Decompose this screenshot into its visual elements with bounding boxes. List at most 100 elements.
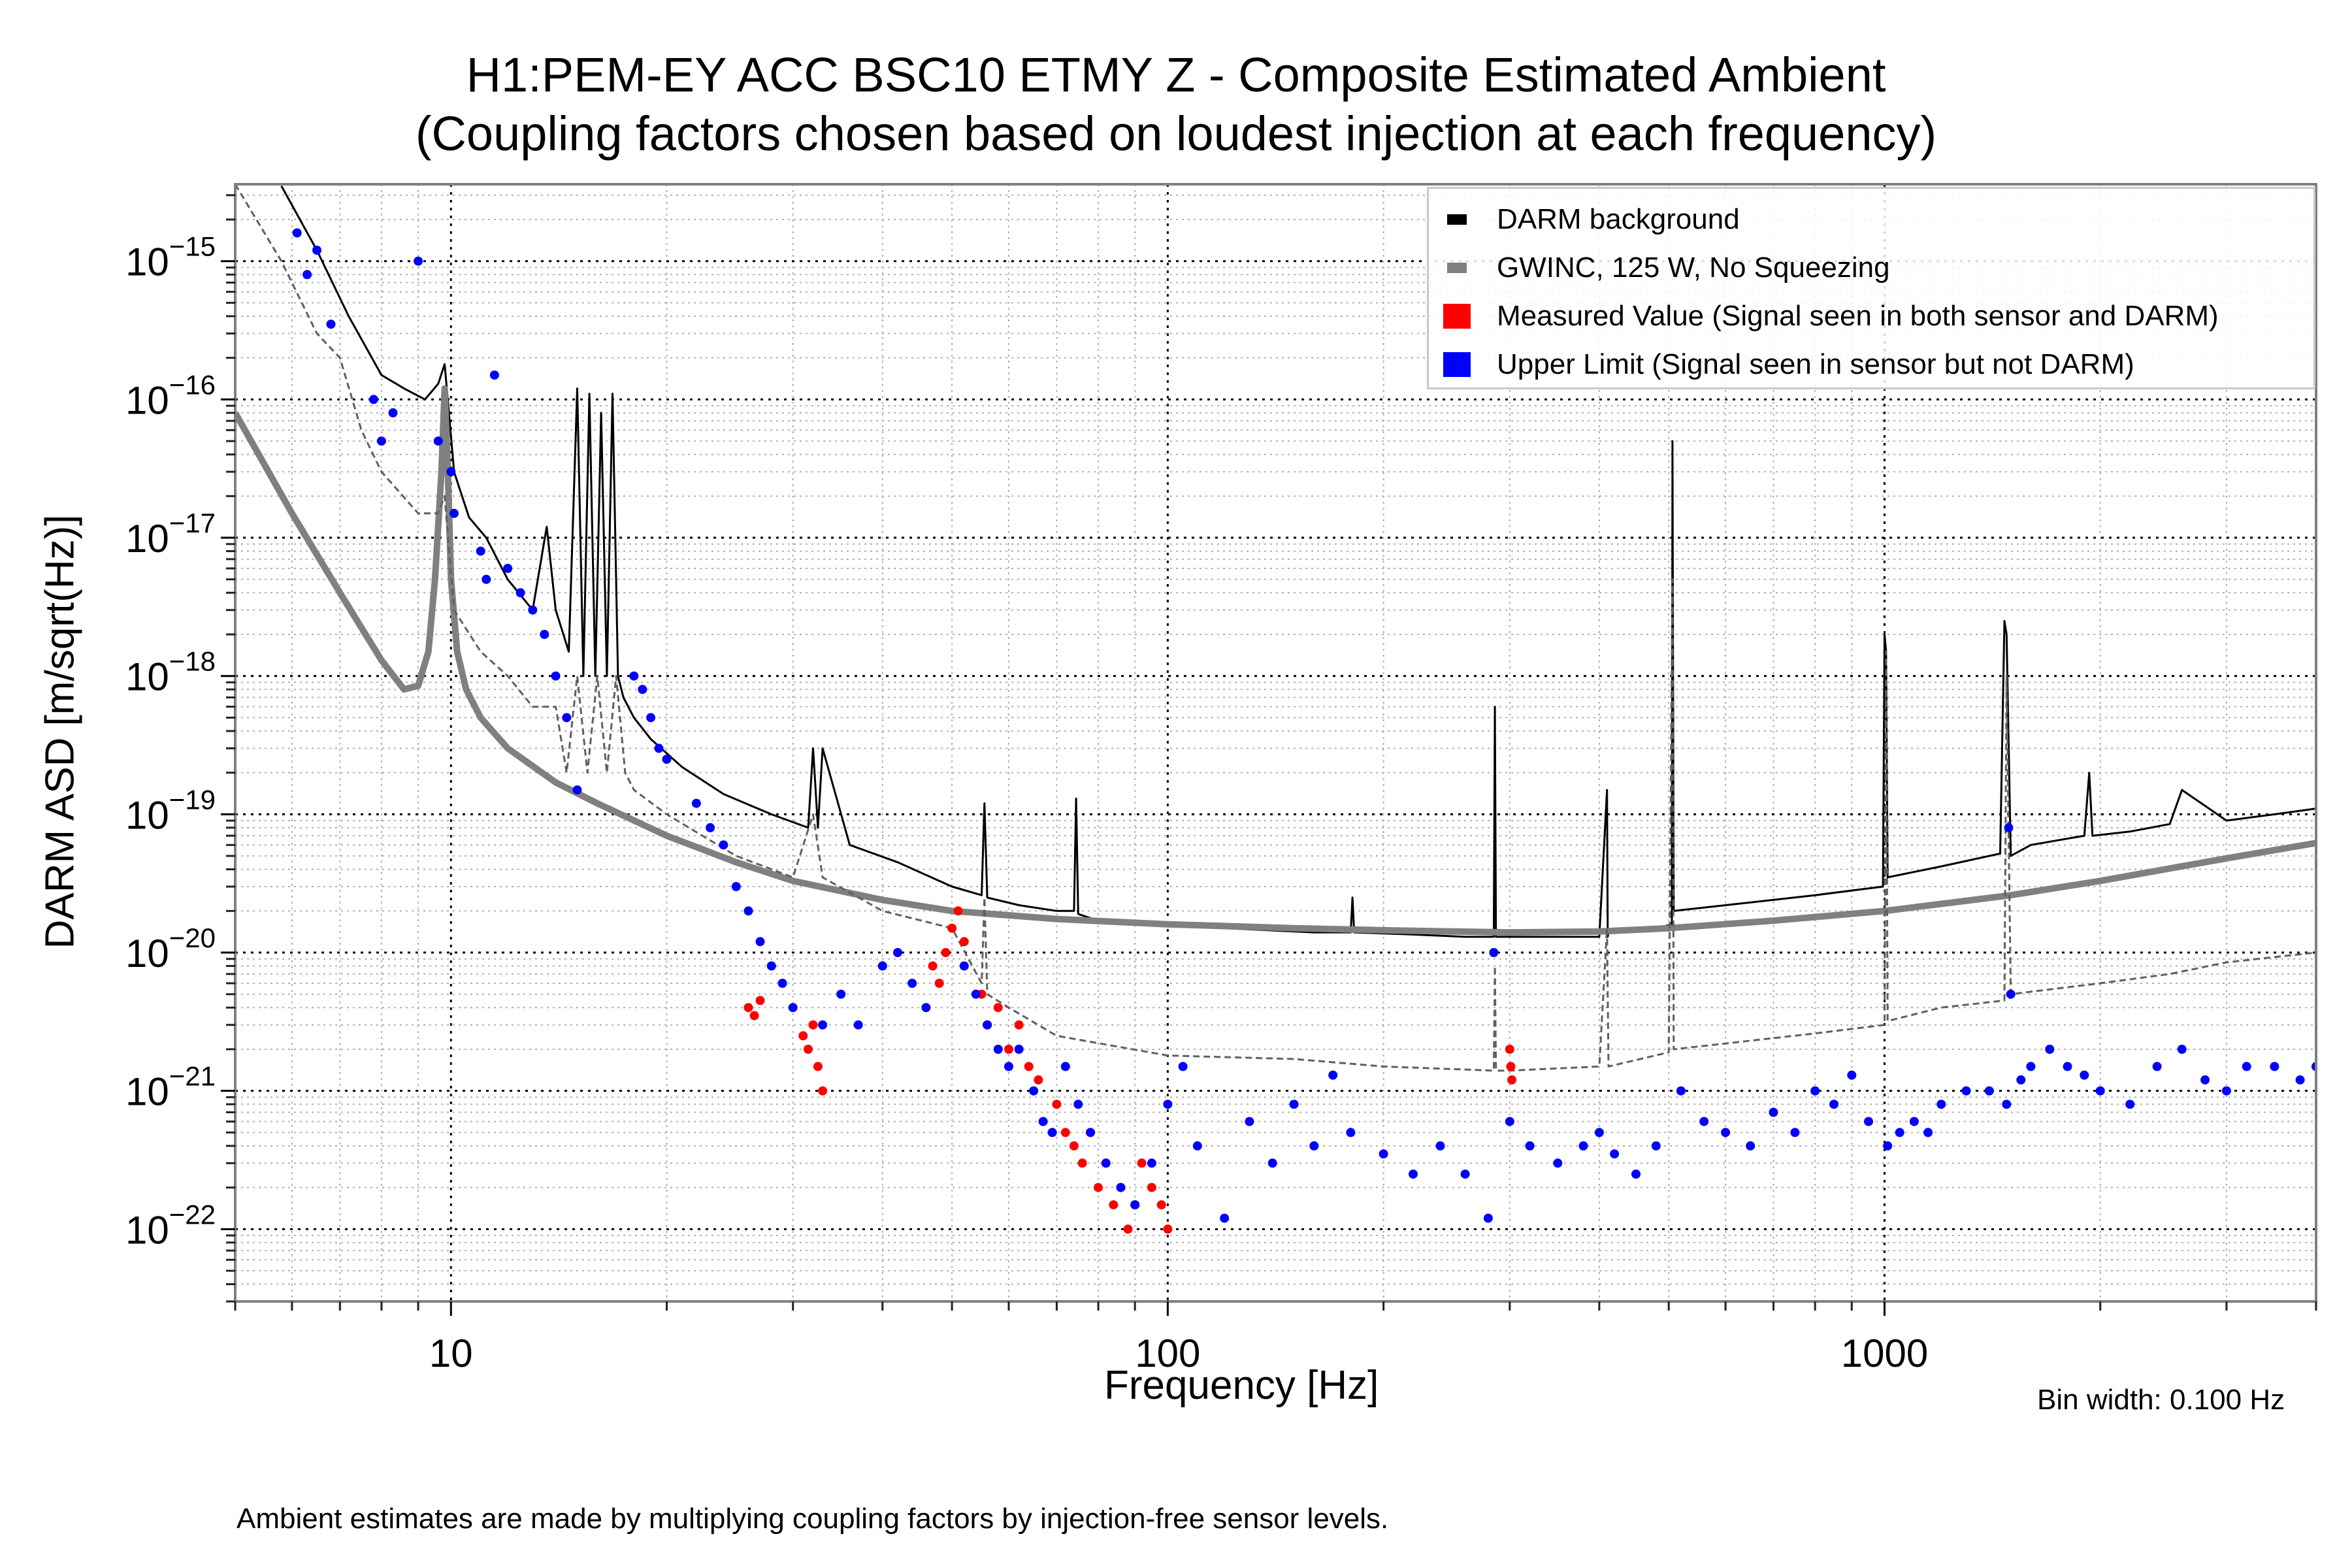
upper-limit-point	[731, 882, 741, 891]
upper-limit-point	[326, 319, 336, 329]
legend-label: Upper Limit (Signal seen in sensor but n…	[1497, 348, 2134, 380]
measured-point	[1014, 1020, 1024, 1030]
measured-point	[947, 923, 957, 933]
upper-limit-point	[1073, 1100, 1083, 1109]
y-tick-label: 10−22	[125, 1199, 216, 1252]
upper-limit-point	[1909, 1117, 1919, 1126]
upper-limit-point	[1676, 1086, 1686, 1096]
y-tick-label: 10−19	[125, 784, 216, 837]
upper-limit-point	[853, 1020, 863, 1030]
upper-limit-point	[1192, 1141, 1202, 1151]
upper-limit-point	[2080, 1070, 2089, 1080]
upper-limit-point	[1309, 1141, 1319, 1151]
upper-limit-point	[1147, 1158, 1156, 1168]
upper-limit-point	[893, 948, 902, 957]
upper-limit-point	[551, 671, 561, 681]
upper-limit-point	[302, 270, 312, 280]
upper-limit-point	[788, 1003, 798, 1013]
measured-point	[818, 1086, 828, 1096]
measured-point	[1505, 1045, 1514, 1054]
legend-item-upper-limit: Upper Limit (Signal seen in sensor but n…	[1429, 342, 2134, 387]
upper-limit-point	[489, 370, 499, 380]
upper-limit-point	[1116, 1183, 1126, 1192]
footnote: Ambient estimates are made by multiplyin…	[237, 1503, 1389, 1535]
legend-item-darm: DARM background	[1429, 197, 1740, 242]
series-line-gwinc-dashed-lower	[235, 184, 2316, 1072]
upper-limit-point	[1460, 1169, 1470, 1179]
upper-limit-point	[2095, 1086, 2105, 1096]
upper-limit-point	[662, 755, 672, 764]
upper-limit-point	[1553, 1158, 1563, 1168]
measured-point	[959, 937, 969, 947]
measured-point	[953, 906, 963, 916]
y-tick-label: 10−18	[125, 646, 216, 699]
upper-limit-point	[1631, 1169, 1641, 1179]
series-layer	[235, 184, 2316, 1234]
upper-limit-point	[836, 989, 846, 999]
upper-limit-point	[2152, 1062, 2162, 1071]
upper-limit-point	[433, 436, 443, 446]
legend-swatch-gray	[1447, 263, 1467, 273]
upper-limit-point	[292, 228, 302, 238]
upper-limit-point	[907, 979, 917, 988]
measured-point	[1156, 1200, 1166, 1210]
series-line-darm-background	[280, 185, 2316, 938]
upper-limit-point	[1721, 1128, 1731, 1137]
upper-limit-point	[1895, 1128, 1904, 1137]
upper-limit-point	[503, 564, 513, 573]
upper-limit-point	[818, 1020, 828, 1030]
upper-limit-point	[743, 906, 753, 916]
series-line-gwinc-125-w-no-squeezing	[235, 385, 2316, 936]
upper-limit-point	[1435, 1141, 1445, 1151]
upper-limit-point	[1346, 1128, 1356, 1137]
upper-limit-point	[1923, 1128, 1933, 1137]
upper-limit-point	[877, 961, 887, 971]
upper-limit-point	[572, 785, 582, 795]
upper-limit-point	[2002, 1100, 2012, 1109]
measured-point	[1147, 1183, 1156, 1192]
legend-item-measured: Measured Value (Signal seen in both sens…	[1429, 293, 2219, 339]
measured-point	[934, 979, 944, 988]
x-tick-label: 10	[429, 1331, 473, 1375]
upper-limit-point	[921, 1003, 931, 1013]
upper-limit-point	[983, 1020, 992, 1030]
upper-limit-point	[1505, 1117, 1514, 1126]
upper-limit-point	[1047, 1128, 1057, 1137]
measured-point	[993, 1003, 1003, 1013]
upper-limit-point	[446, 467, 456, 477]
upper-limit-point	[1060, 1062, 1070, 1071]
upper-limit-point	[971, 989, 981, 999]
upper-limit-point	[959, 961, 969, 971]
measured-point	[1094, 1183, 1103, 1192]
upper-limit-point	[1525, 1141, 1535, 1151]
upper-limit-point	[1489, 948, 1499, 957]
legend-label: GWINC, 125 W, No Squeezing	[1497, 252, 1890, 284]
upper-limit-point	[2004, 823, 2014, 832]
x-tick-label: 100	[1135, 1331, 1200, 1375]
upper-limit-point	[1014, 1045, 1024, 1054]
measured-point	[1507, 1075, 1516, 1085]
upper-limit-point	[654, 743, 664, 753]
y-tick-label: 10−20	[125, 923, 216, 975]
upper-limit-point	[1610, 1149, 1620, 1159]
upper-limit-point	[2295, 1075, 2305, 1085]
upper-limit-point	[2125, 1100, 2135, 1109]
measured-point	[1024, 1062, 1034, 1071]
y-tick-label: 10−16	[125, 369, 216, 422]
upper-limit-point	[414, 256, 423, 266]
upper-limit-point	[1245, 1117, 1254, 1126]
legend-swatch-black	[1447, 214, 1467, 225]
upper-limit-point	[482, 574, 491, 584]
measured-point	[808, 1020, 818, 1030]
measured-point	[1137, 1158, 1147, 1168]
measured-point	[1109, 1200, 1119, 1210]
upper-limit-point	[1029, 1086, 1039, 1096]
measured-point	[1004, 1045, 1013, 1054]
measured-point	[1077, 1158, 1087, 1168]
upper-limit-point	[1883, 1141, 1893, 1151]
upper-limit-point	[1328, 1070, 1338, 1080]
measured-point	[749, 1011, 759, 1021]
upper-limit-point	[1810, 1086, 1820, 1096]
measured-point	[941, 948, 951, 957]
upper-limit-point	[2200, 1075, 2210, 1085]
